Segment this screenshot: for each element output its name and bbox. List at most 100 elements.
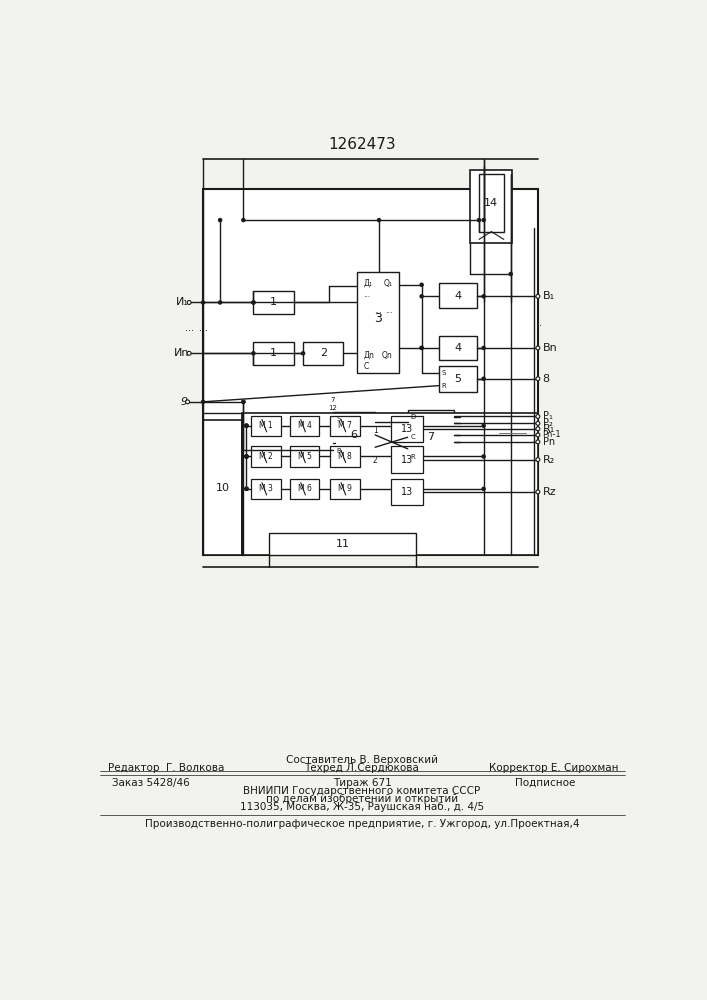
Circle shape <box>536 427 540 431</box>
Text: 13: 13 <box>401 424 413 434</box>
Text: М 2: М 2 <box>259 452 273 461</box>
Text: В₁: В₁ <box>542 291 555 301</box>
Bar <box>333 412 375 458</box>
Text: Иn: Иn <box>174 348 189 358</box>
Circle shape <box>477 219 481 222</box>
Text: ВНИИПИ Государственного комитета СССР: ВНИИПИ Государственного комитета СССР <box>243 786 481 796</box>
Bar <box>438 283 477 308</box>
Text: 14: 14 <box>484 198 498 208</box>
Circle shape <box>186 400 189 404</box>
Text: R: R <box>337 448 341 454</box>
Text: Pn: Pn <box>542 437 555 447</box>
Bar <box>203 420 242 555</box>
Bar <box>330 446 360 466</box>
Bar <box>251 446 281 466</box>
Circle shape <box>420 283 423 286</box>
Bar <box>251 479 281 499</box>
Text: 4: 4 <box>455 343 462 353</box>
Text: М 1: М 1 <box>259 421 273 430</box>
Circle shape <box>245 487 248 490</box>
Circle shape <box>245 424 248 427</box>
Circle shape <box>242 219 245 222</box>
Bar <box>356 272 399 373</box>
Text: 2: 2 <box>373 456 378 465</box>
Text: Q₁: Q₁ <box>383 279 392 288</box>
Circle shape <box>201 400 204 403</box>
Circle shape <box>482 377 485 380</box>
Circle shape <box>482 455 485 458</box>
Bar <box>408 410 454 464</box>
Text: 7: 7 <box>427 432 435 442</box>
Circle shape <box>245 487 248 490</box>
Text: Редактор  Г. Волкова: Редактор Г. Волкова <box>107 763 224 773</box>
Text: C: C <box>363 362 369 371</box>
Text: 1262473: 1262473 <box>328 137 396 152</box>
Text: S: S <box>337 416 341 422</box>
Text: 113035, Москва, Ж-35, Раушская наб., д. 4/5: 113035, Москва, Ж-35, Раушская наб., д. … <box>240 802 484 812</box>
Text: М 8: М 8 <box>338 452 352 461</box>
Circle shape <box>218 301 222 304</box>
Bar <box>290 479 320 499</box>
Text: 1: 1 <box>270 348 277 358</box>
Bar <box>290 416 320 436</box>
Bar <box>391 446 423 473</box>
Text: R₁: R₁ <box>542 424 555 434</box>
Text: 1: 1 <box>270 297 277 307</box>
Text: Qn: Qn <box>381 351 392 360</box>
Circle shape <box>378 219 380 222</box>
Circle shape <box>201 301 204 304</box>
Text: ...: ... <box>533 318 542 328</box>
Bar <box>242 413 538 555</box>
Bar <box>391 416 423 442</box>
Text: 3: 3 <box>374 312 382 325</box>
Bar <box>330 416 360 436</box>
Text: C: C <box>411 434 416 440</box>
Circle shape <box>482 487 485 490</box>
Circle shape <box>242 400 245 403</box>
Circle shape <box>301 352 305 355</box>
Circle shape <box>536 294 540 298</box>
Bar <box>253 291 293 314</box>
Circle shape <box>252 301 255 304</box>
Bar <box>253 342 293 365</box>
Circle shape <box>252 352 255 355</box>
Bar <box>290 446 320 466</box>
Circle shape <box>252 301 255 304</box>
Text: 7: 7 <box>330 397 334 403</box>
Bar <box>203 189 538 555</box>
Text: Вn: Вn <box>542 343 557 353</box>
Text: 6: 6 <box>351 430 358 440</box>
Circle shape <box>536 440 540 444</box>
Circle shape <box>245 455 248 458</box>
Circle shape <box>218 219 222 222</box>
Text: по делам изобретений и открытий: по делам изобретений и открытий <box>266 794 458 804</box>
Text: М 6: М 6 <box>298 484 312 493</box>
Bar <box>251 416 281 436</box>
Circle shape <box>245 455 248 458</box>
Text: М 9: М 9 <box>338 484 352 493</box>
Circle shape <box>420 346 423 349</box>
Text: ...: ... <box>199 323 208 333</box>
Text: 13: 13 <box>401 455 413 465</box>
Text: Техред Л.Сердюкова: Техред Л.Сердюкова <box>305 763 419 773</box>
Text: ...: ... <box>185 323 194 333</box>
Text: R₂: R₂ <box>542 455 555 465</box>
Text: Rz: Rz <box>542 487 556 497</box>
Circle shape <box>536 346 540 350</box>
Text: 4: 4 <box>455 291 462 301</box>
Text: D: D <box>411 414 416 420</box>
Text: 9: 9 <box>180 397 187 407</box>
Circle shape <box>245 424 248 427</box>
Text: Составитель В. Верховский: Составитель В. Верховский <box>286 755 438 765</box>
Text: S: S <box>442 370 446 376</box>
Text: ...: ... <box>363 290 370 299</box>
Text: P₂: P₂ <box>542 418 552 428</box>
Circle shape <box>536 458 540 461</box>
Text: 12: 12 <box>328 405 337 411</box>
Circle shape <box>536 433 540 437</box>
Circle shape <box>509 272 513 276</box>
Text: Тираж 671: Тираж 671 <box>332 778 392 788</box>
Circle shape <box>420 346 423 349</box>
Circle shape <box>187 351 191 355</box>
Bar <box>438 366 477 392</box>
